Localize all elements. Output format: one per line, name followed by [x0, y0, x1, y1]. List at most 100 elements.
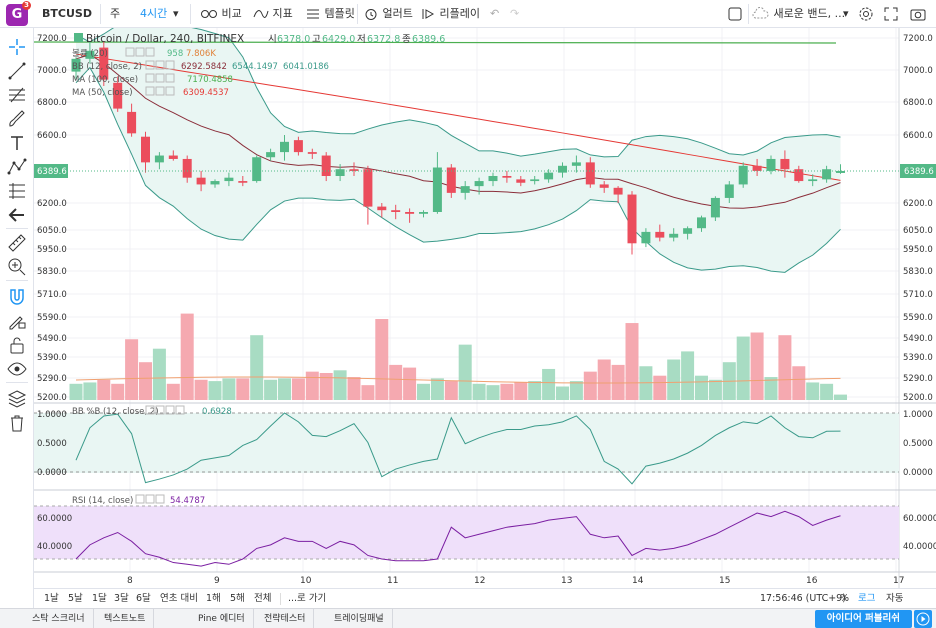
crosshair-icon[interactable]	[6, 36, 28, 58]
range-6m[interactable]: 6달	[136, 593, 151, 604]
magnet-icon[interactable]	[6, 286, 28, 308]
snapshot-button[interactable]	[910, 0, 926, 28]
volume-bar	[820, 383, 834, 400]
text-tool-icon[interactable]	[6, 132, 28, 154]
range-1y[interactable]: 1해	[206, 593, 221, 604]
chevron-down-icon[interactable]: ▾	[173, 7, 179, 20]
gear-icon[interactable]	[135, 47, 145, 57]
close-icon[interactable]	[165, 60, 175, 70]
trash-icon[interactable]	[6, 412, 28, 434]
tab-text-notes[interactable]: 텍스트노트	[96, 609, 155, 628]
eye-icon[interactable]	[145, 60, 155, 70]
gear-icon[interactable]	[155, 86, 165, 96]
legend-high: 6429.0	[322, 34, 355, 45]
percent-toggle[interactable]: %	[840, 593, 850, 604]
eye-icon[interactable]	[145, 86, 155, 96]
symbol-search[interactable]: BTCUSD	[42, 7, 92, 20]
chart-svg[interactable]: 7200.0 7000.0 6800.0 6600.0 6200.0 6050.0 5950…	[33, 14, 936, 588]
fullscreen-toggle[interactable]	[728, 0, 742, 28]
clock[interactable]: 17:56:46 (UTC+9)	[760, 593, 846, 604]
fullscreen-button[interactable]	[884, 0, 898, 28]
lock-icon[interactable]	[6, 334, 28, 356]
bb-legend-label[interactable]: BB (12, close, 2)	[72, 62, 142, 72]
ma50-legend-label[interactable]: MA (50, close)	[72, 88, 133, 98]
volume-legend-label[interactable]: 볼륨 (20)	[72, 48, 108, 59]
candle-body	[794, 169, 804, 182]
layers-icon[interactable]	[6, 388, 28, 410]
eye-icon[interactable]	[145, 73, 155, 83]
pattern-icon[interactable]	[6, 156, 28, 178]
goto-date-button[interactable]: ...로 가기	[288, 593, 327, 604]
eye-icon[interactable]	[125, 47, 135, 57]
settings-button[interactable]	[858, 0, 874, 28]
close-icon[interactable]	[165, 73, 175, 83]
ruler-icon[interactable]	[6, 232, 28, 254]
redo-icon[interactable]: ↷	[510, 7, 520, 20]
templates-button[interactable]: 템플릿	[305, 0, 355, 28]
ma100-legend-label[interactable]: MA (100, close)	[72, 75, 138, 85]
replay-button[interactable]: 리플레이	[420, 0, 480, 28]
more-icon[interactable]	[175, 405, 185, 415]
price-tick-left: 6600.0	[37, 131, 67, 141]
gear-icon[interactable]	[155, 405, 165, 415]
close-icon[interactable]	[145, 47, 155, 57]
alert-button[interactable]: 얼러트	[363, 0, 413, 28]
trend-line-icon[interactable]	[6, 60, 28, 82]
close-icon[interactable]	[165, 405, 175, 415]
chart-area[interactable]: 7200.0 7000.0 6800.0 6600.0 6200.0 6050.0 5950…	[33, 14, 936, 588]
range-1m[interactable]: 1달	[92, 593, 107, 604]
log-toggle[interactable]: 로그	[858, 593, 876, 604]
tab-trading-panel[interactable]: 트레이딩패널	[326, 609, 393, 628]
publish-idea-button[interactable]: 아이디어 퍼블리쉬	[814, 610, 912, 628]
range-5y[interactable]: 5해	[230, 593, 245, 604]
back-arrow-icon[interactable]	[6, 204, 28, 226]
bbb-legend-label[interactable]: BB %B (12, close, 2)	[72, 407, 159, 417]
week-button[interactable]: 주	[110, 7, 121, 20]
price-tick-left: 7200.0	[37, 34, 67, 44]
interval-button[interactable]: 4시간	[140, 7, 168, 20]
bb-basis-value: 6292.5842	[181, 62, 227, 72]
price-tick: 6600.0	[903, 131, 933, 141]
pencil-lock-icon[interactable]	[6, 310, 28, 332]
tab-stock-screener[interactable]: 스탁 스크리너	[24, 609, 94, 628]
range-ytd[interactable]: 연초 대비	[160, 593, 198, 604]
volume-bar	[347, 377, 361, 400]
layout-name-button[interactable]: 새로운 밴드, ...	[752, 0, 845, 28]
fib-tool-icon[interactable]	[6, 84, 28, 106]
candle-body	[599, 184, 609, 188]
candle-body	[474, 181, 484, 187]
prediction-icon[interactable]	[6, 180, 28, 202]
rsi-legend-label[interactable]: RSI (14, close)	[72, 496, 133, 506]
volume-bar	[625, 323, 639, 400]
gear-icon[interactable]	[145, 494, 155, 504]
range-1d[interactable]: 1날	[44, 593, 59, 604]
range-3m[interactable]: 3달	[114, 593, 129, 604]
eye-icon[interactable]	[6, 358, 28, 380]
indicators-button[interactable]: 지표	[253, 0, 293, 28]
candle-body	[182, 158, 192, 178]
brush-icon[interactable]	[6, 108, 28, 130]
volume-bar	[180, 313, 194, 400]
tab-strategy-tester[interactable]: 전략테스터	[256, 609, 315, 628]
undo-icon[interactable]: ↶	[490, 7, 500, 20]
time-tick: 8	[127, 576, 133, 586]
range-5d[interactable]: 5날	[68, 593, 83, 604]
eye-icon[interactable]	[135, 494, 145, 504]
close-icon[interactable]	[155, 494, 165, 504]
tab-pine-editor[interactable]: Pine 에디터	[190, 609, 254, 628]
price-tick: 5390.0	[903, 353, 933, 363]
play-icon[interactable]	[914, 610, 932, 628]
gear-icon[interactable]	[155, 73, 165, 83]
gear-icon[interactable]	[155, 60, 165, 70]
compare-button[interactable]: 비교	[200, 0, 242, 28]
candle-body	[627, 194, 637, 244]
zoom-in-icon[interactable]	[6, 256, 28, 278]
eye-icon[interactable]	[145, 405, 155, 415]
time-axis[interactable]: 8 9 10 11 12 13 14 15 16 17	[127, 576, 904, 586]
close-icon[interactable]	[165, 86, 175, 96]
candle-body	[335, 169, 345, 176]
auto-toggle[interactable]: 자동	[886, 593, 904, 604]
range-all[interactable]: 전체	[254, 593, 272, 604]
chevron-down-icon[interactable]: ▾	[843, 7, 849, 20]
